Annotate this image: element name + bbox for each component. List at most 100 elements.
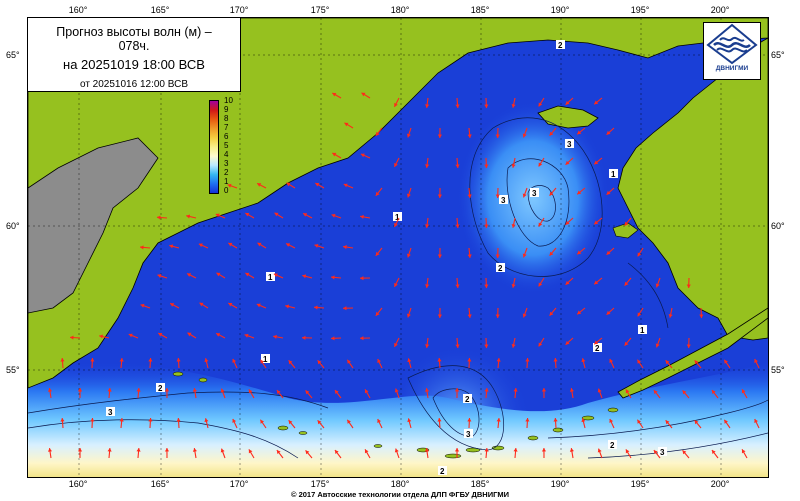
wave-arrow-head [286, 182, 291, 187]
contour-labels: 2 3 3 3 1 1 1 2 2 3 2 2 3 1 2 3 1 2 [106, 40, 667, 476]
wave-arrow-head [305, 390, 310, 395]
wave-arrow-head [511, 164, 516, 168]
wave-arrow-head [668, 314, 673, 318]
wave-arrow-head [565, 160, 570, 165]
lon-label-bottom: 165° [150, 479, 170, 489]
contour-label: 1 [261, 354, 270, 364]
wave-arrow-head [375, 251, 380, 256]
wave-arrow-head [204, 418, 209, 423]
wave-arrow-head [256, 303, 261, 308]
wave-arrow-head [577, 130, 582, 135]
wave-arrow-head [90, 418, 95, 422]
wave-arrow-head [606, 310, 611, 315]
lon-label-top: 170° [229, 5, 249, 15]
wave-arrow-head [375, 311, 380, 316]
lat-label-right: 55° [771, 365, 785, 375]
wave-arrow-head [569, 448, 574, 452]
wave-arrow-head [625, 389, 630, 394]
wave-arrow-head [549, 191, 554, 196]
base-datetime: от 20251016 12:00 ВСВ [79, 79, 188, 90]
wave-arrow-head [741, 389, 746, 394]
wave-arrow-head [625, 449, 630, 454]
wave-arrow-head [314, 305, 318, 310]
wave-arrow-head [288, 420, 293, 425]
wave-arrow-head [274, 212, 279, 217]
wave-arrow-head [637, 252, 642, 257]
wave-arrow-head [314, 244, 319, 248]
wave-arrow-head [360, 336, 364, 341]
wave-arrow-head [594, 220, 599, 225]
wave-arrow-head [302, 335, 306, 340]
wave-arrow-head [484, 284, 489, 288]
contour-label: 1 [609, 169, 618, 179]
wave-arrow-head [99, 334, 104, 339]
wave-arrow-head [437, 194, 442, 198]
svg-text:1: 1 [395, 213, 400, 222]
wave-arrow-head [581, 358, 586, 363]
wave-arrow-head [606, 250, 611, 255]
wave-arrow-head [407, 358, 412, 363]
wave-arrow-head [164, 388, 170, 392]
wave-arrow-head [653, 390, 658, 395]
svg-text:3: 3 [660, 448, 665, 457]
lon-label-bottom: 160° [68, 479, 88, 489]
wave-arrow-head [637, 312, 642, 317]
wave-arrow-head [394, 448, 399, 453]
contour-label: 2 [463, 394, 472, 404]
wave-arrow-head [665, 360, 670, 365]
wave-arrow-head [232, 418, 237, 423]
wave-arrow-head [157, 274, 162, 278]
wave-arrow-head [198, 243, 203, 248]
logo-text: ДВНИГМИ [715, 65, 749, 72]
lon-label-bottom: 200° [710, 479, 730, 489]
wave-arrow-head [467, 254, 472, 258]
wave-arrow-head [754, 418, 759, 423]
dvnigmi-logo: ДВНИГМИ [703, 22, 761, 80]
wave-arrow-head [228, 302, 233, 307]
wave-arrow-head [467, 194, 472, 198]
wave-arrow-head [538, 102, 543, 107]
wave-arrow-head [260, 359, 265, 364]
wave-arrow-head [257, 242, 262, 247]
contour-label: 1 [266, 272, 275, 282]
svg-text:1: 1 [611, 170, 616, 179]
isolines [28, 117, 768, 459]
wave-arrow-head [148, 358, 153, 362]
legend-label: 3 [224, 159, 229, 168]
wave-arrow-head [170, 303, 175, 307]
wave-arrow-head [260, 419, 265, 424]
wave-arrow-head [495, 134, 500, 138]
legend-label: 0 [224, 186, 229, 195]
wave-arrow-head [360, 276, 364, 281]
wave-arrow-head [148, 418, 153, 422]
wave-arrow-head [565, 100, 570, 105]
wave-arrow-head [70, 335, 74, 340]
wave-arrow-head [158, 332, 163, 337]
wave-arrow-head [425, 224, 430, 228]
wave-arrow-head [406, 313, 411, 318]
wave-arrow-head [525, 358, 530, 362]
wave-arrow-head [220, 448, 225, 453]
wave-arrow-head [624, 341, 629, 346]
wave-arrow-head [425, 104, 430, 108]
contour-label: 3 [658, 447, 667, 457]
wave-arrow-head [364, 449, 369, 454]
svg-text:1: 1 [640, 326, 645, 335]
wave-arrow-head [538, 162, 543, 167]
wave-arrow-head [495, 194, 500, 198]
wave-arrow-head [332, 92, 337, 97]
legend-color-bar [209, 100, 219, 194]
wave-arrow-head [317, 360, 322, 365]
wave-arrow-head [192, 388, 197, 392]
contour-label: 3 [106, 407, 115, 417]
svg-text:2: 2 [440, 467, 445, 476]
wave-arrow-head [361, 92, 366, 97]
wave-arrow-head [375, 191, 380, 196]
wave-arrow-head [597, 448, 602, 453]
wave-arrow-head [549, 311, 554, 316]
wave-arrow-head [331, 336, 335, 341]
wave-arrow-head [437, 418, 442, 422]
wave-arrow-head [455, 284, 460, 288]
wave-arrow-head [360, 153, 365, 158]
wave-arrow-head [248, 389, 253, 394]
